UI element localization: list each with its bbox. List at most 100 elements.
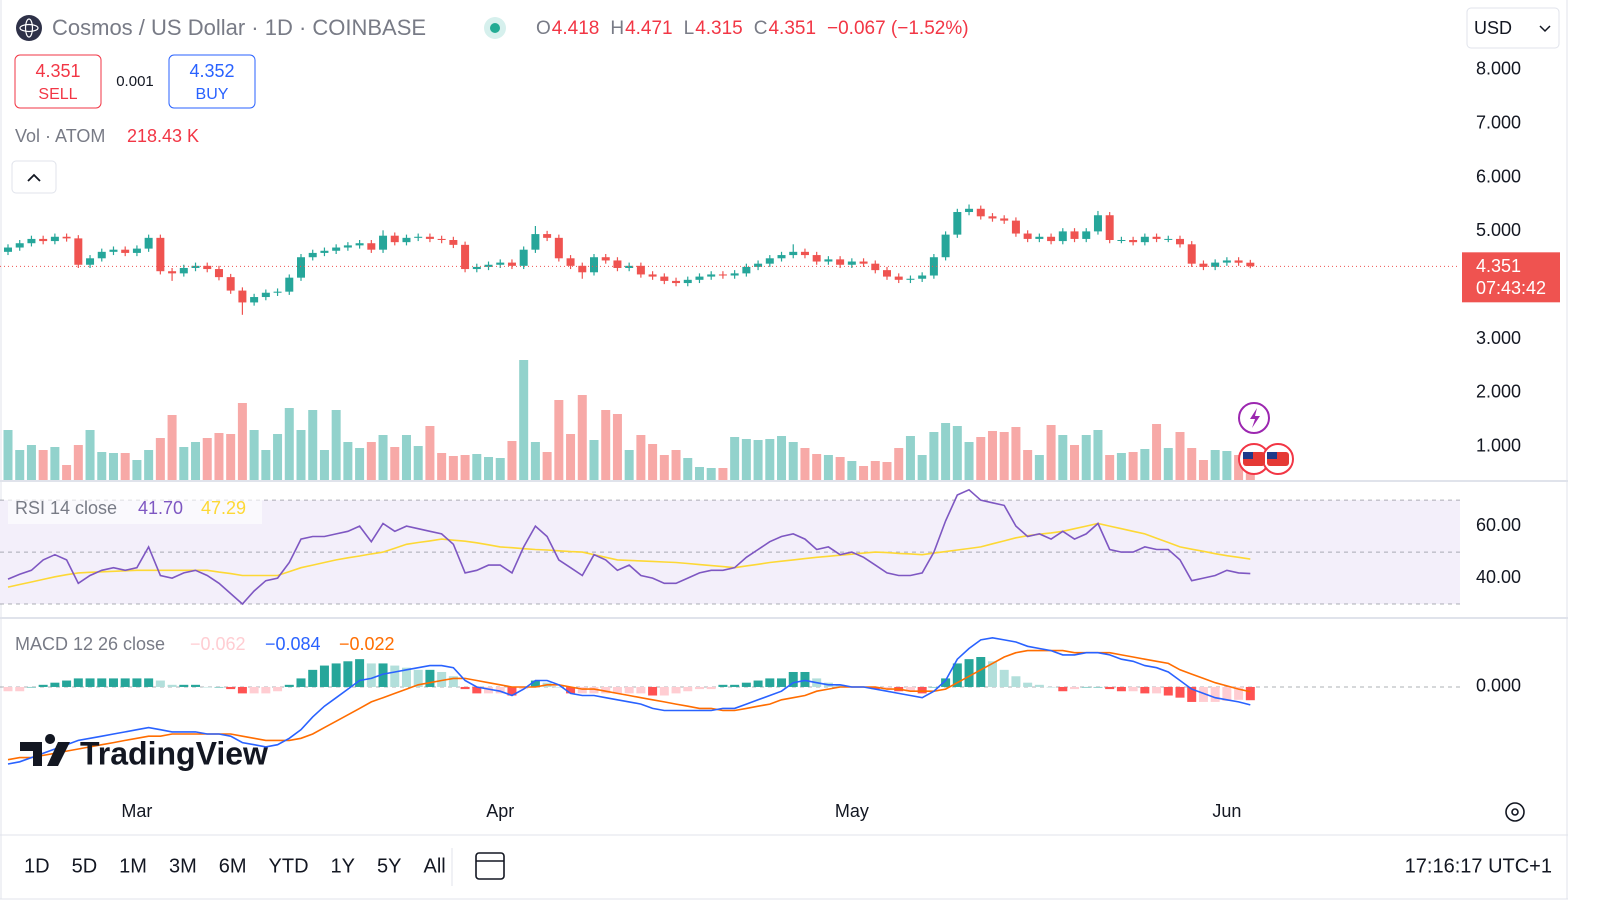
rsi-tick-label: 60.00 <box>1476 515 1521 535</box>
collapse-button[interactable] <box>11 160 57 194</box>
candle-body <box>660 276 669 281</box>
macd-histogram-bar <box>566 686 576 694</box>
macd-histogram-bar <box>1058 686 1068 692</box>
volume-bar <box>413 446 423 480</box>
buy-button[interactable] <box>168 54 256 109</box>
range-button[interactable]: 1Y <box>331 855 355 877</box>
candle-body <box>144 237 153 249</box>
volume-bar <box>812 454 822 480</box>
candle-body <box>824 259 833 262</box>
volume-bar <box>284 408 294 480</box>
candle-body <box>1187 244 1196 264</box>
volume-bar <box>882 462 892 480</box>
candle-body <box>414 236 423 238</box>
rsi-legend-bg <box>8 494 262 524</box>
volume-bar <box>941 423 951 480</box>
date-range-icon[interactable] <box>475 852 505 880</box>
volume-bar <box>612 414 622 480</box>
macd-histogram-bar <box>507 686 517 696</box>
volume-bar <box>401 435 411 480</box>
macd-histogram-bar <box>800 671 810 687</box>
volume-bar <box>1234 455 1244 480</box>
volume-bar <box>167 415 177 480</box>
buy-price[interactable]: 4.352 <box>189 61 234 81</box>
macd-histogram-bar <box>167 684 177 687</box>
macd-histogram-bar <box>554 686 564 688</box>
candle-body <box>1211 262 1220 267</box>
macd-histogram-bar <box>1116 686 1126 692</box>
volume-bar <box>132 460 142 480</box>
macd-histogram-bar <box>273 686 283 692</box>
candle-body <box>1129 240 1138 243</box>
macd-histogram-bar <box>753 680 763 687</box>
volume-bar <box>706 468 716 480</box>
range-button[interactable]: YTD <box>269 855 309 877</box>
volume-title: Vol · ATOM <box>15 126 105 146</box>
flag <box>1243 452 1253 459</box>
candle-body <box>1164 238 1173 240</box>
candle-body <box>1199 263 1208 267</box>
volume-bar <box>730 437 740 480</box>
range-button[interactable]: 3M <box>169 855 197 877</box>
ohlc-key: L <box>684 18 695 39</box>
macd-histogram-bar <box>132 678 142 687</box>
range-button[interactable]: 1D <box>24 855 50 877</box>
macd-histogram-bar <box>437 671 447 687</box>
sell-price[interactable]: 4.351 <box>35 61 80 81</box>
macd-histogram-bar <box>296 678 306 687</box>
volume-bar <box>1140 449 1150 480</box>
y-tick-label: 6.000 <box>1476 166 1521 186</box>
macd-histogram-bar <box>366 663 376 687</box>
currency[interactable]: USD <box>1474 18 1512 38</box>
event-icon <box>1250 408 1260 428</box>
volume-bar <box>460 455 470 480</box>
macd-line <box>7 636 1251 765</box>
candle-body <box>976 208 985 217</box>
sell-label[interactable]: SELL <box>38 86 77 103</box>
volume-bar <box>894 448 904 480</box>
candle-body <box>168 271 177 274</box>
range-button[interactable]: 5D <box>72 855 98 877</box>
volume-bar <box>448 456 458 480</box>
macd-histogram-bar <box>788 671 798 687</box>
volume-bar <box>378 435 388 480</box>
buy-label[interactable]: BUY <box>196 86 229 103</box>
macd-histogram-bar <box>378 663 388 687</box>
macd-histogram-bar <box>964 659 974 687</box>
range-button[interactable]: 1M <box>119 855 147 877</box>
candle-body <box>15 243 24 248</box>
macd-histogram-bar <box>589 686 599 694</box>
candle-body <box>261 292 270 298</box>
volume-bar <box>624 450 634 480</box>
macd-histogram-bar <box>1046 686 1056 688</box>
range-button[interactable]: All <box>423 855 445 877</box>
settings-icon[interactable] <box>1505 802 1525 822</box>
volume-value: 218.43 K <box>127 126 199 146</box>
candle-body <box>1023 233 1032 239</box>
macd-histogram-bar <box>308 669 318 687</box>
dropdown-arrow <box>1539 25 1551 33</box>
macd-histogram-bar <box>577 686 587 694</box>
macd-histogram-bar <box>331 663 341 687</box>
candle-body <box>1222 260 1231 263</box>
volume-bar <box>1222 451 1232 480</box>
volume-bar <box>1198 460 1208 480</box>
range-button[interactable]: 5Y <box>377 855 401 877</box>
macd-histogram-bar <box>1187 686 1197 702</box>
candle-body <box>273 291 282 293</box>
macd-histogram-bar <box>1023 682 1033 687</box>
currency-select[interactable] <box>1466 7 1560 49</box>
volume-bar <box>859 466 869 480</box>
volume-bar <box>683 458 693 480</box>
volume-bar <box>308 410 318 480</box>
macd-histogram-bar <box>343 661 353 687</box>
volume-bar <box>1058 435 1068 480</box>
candle-body <box>402 237 411 243</box>
macd-histogram-bar <box>1081 686 1091 688</box>
range-button[interactable]: 6M <box>219 855 247 877</box>
coin-logo <box>16 15 42 41</box>
macd-histogram-bar <box>401 667 411 687</box>
sell-button[interactable] <box>14 54 102 109</box>
tradingview-logo: TradingView <box>20 734 268 771</box>
